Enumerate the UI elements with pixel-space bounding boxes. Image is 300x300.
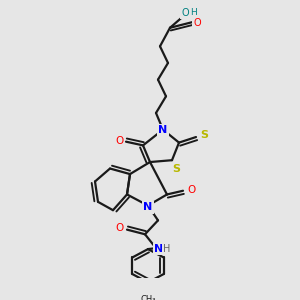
- Text: N: N: [143, 202, 153, 212]
- Text: O: O: [181, 8, 189, 18]
- Text: N: N: [154, 244, 164, 254]
- Text: CH₃: CH₃: [140, 295, 156, 300]
- Text: H: H: [190, 8, 197, 16]
- Text: N: N: [158, 124, 168, 135]
- Text: O: O: [187, 185, 195, 195]
- Text: O: O: [115, 223, 123, 233]
- Text: O: O: [193, 18, 201, 28]
- Text: S: S: [200, 130, 208, 140]
- Text: H: H: [163, 244, 171, 254]
- Text: S: S: [172, 164, 180, 173]
- Text: O: O: [115, 136, 123, 146]
